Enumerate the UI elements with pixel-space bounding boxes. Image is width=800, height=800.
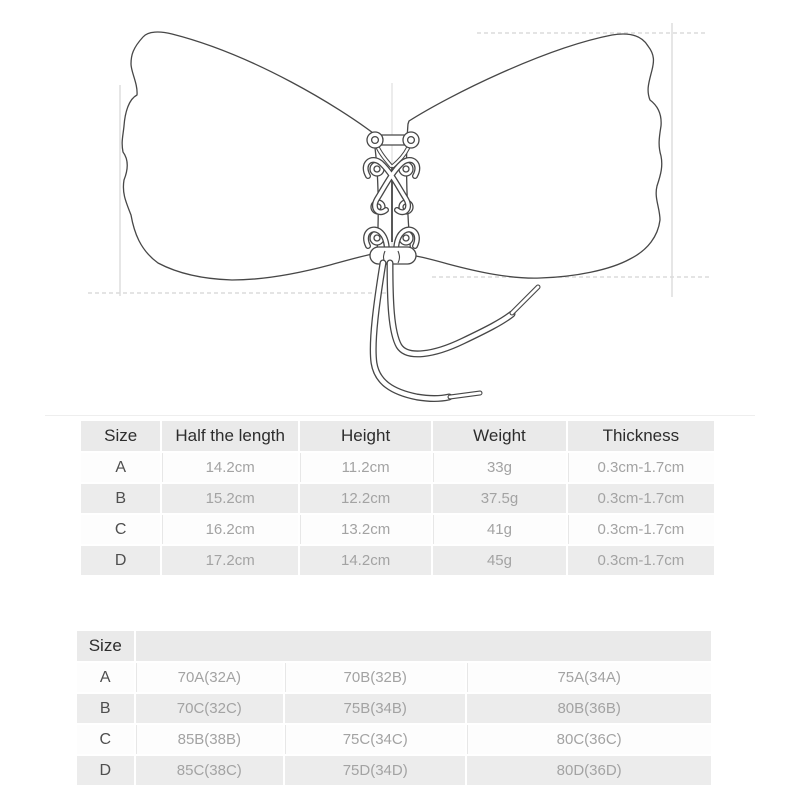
section-divider-line (45, 415, 755, 416)
table-cell: 85B(38B) (135, 725, 284, 754)
table-cell: 75A(34A) (467, 663, 711, 692)
table-cell: 0.3cm-1.7cm (567, 546, 714, 575)
row-label: C (77, 725, 134, 754)
table-cell: 17.2cm (162, 546, 298, 575)
table-row: D 85C(38C) 75D(34D) 80D(36D) (77, 756, 711, 785)
table-row: C 16.2cm 13.2cm 41g 0.3cm-1.7cm (81, 515, 714, 544)
col-header-height: Height (299, 421, 432, 451)
table-cell: 80B(36B) (467, 694, 711, 723)
table-cell: 15.2cm (162, 484, 298, 513)
table-cell: 16.2cm (162, 515, 298, 544)
right-cup-outline (405, 33, 663, 279)
size-spec-header-row: Size Half the length Height Weight Thick… (81, 421, 714, 451)
col-header-empty (135, 631, 711, 661)
table-cell: 0.3cm-1.7cm (567, 453, 714, 482)
table-cell: 0.3cm-1.7cm (567, 484, 714, 513)
size-spec-table: Size Half the length Height Weight Thick… (79, 419, 716, 577)
cross-laces (362, 157, 421, 255)
col-header-weight: Weight (433, 421, 566, 451)
left-cup-outline (121, 31, 379, 281)
front-lacing (362, 131, 541, 402)
table-cell: 75C(34C) (285, 725, 466, 754)
aglet-tips (447, 284, 541, 400)
row-label: A (77, 663, 134, 692)
table-row: B 70C(32C) 75B(34B) 80B(36B) (77, 694, 711, 723)
row-label: C (81, 515, 161, 544)
table-cell: 70B(32B) (285, 663, 466, 692)
drawstrings (369, 259, 541, 402)
table-cell: 75D(34D) (285, 756, 466, 785)
table-row: B 15.2cm 12.2cm 37.5g 0.3cm-1.7cm (81, 484, 714, 513)
table-row: A 70A(32A) 70B(32B) 75A(34A) (77, 663, 711, 692)
table-row: D 17.2cm 14.2cm 45g 0.3cm-1.7cm (81, 546, 714, 575)
row-label: B (77, 694, 134, 723)
table-cell: 41g (433, 515, 566, 544)
table-cell: 0.3cm-1.7cm (567, 515, 714, 544)
col-header-size: Size (81, 421, 161, 451)
table-cell: 45g (433, 546, 566, 575)
table-cell: 80C(36C) (467, 725, 711, 754)
table-row: A 14.2cm 11.2cm 33g 0.3cm-1.7cm (81, 453, 714, 482)
table-cell: 70A(32A) (135, 663, 284, 692)
table-cell: 33g (433, 453, 566, 482)
table-cell: 13.2cm (299, 515, 432, 544)
size-equiv-header-row: Size (77, 631, 711, 661)
table-cell: 37.5g (433, 484, 566, 513)
table-row: C 85B(38B) 75C(34C) 80C(36C) (77, 725, 711, 754)
row-label: D (81, 546, 161, 575)
table-cell: 75B(34B) (285, 694, 466, 723)
row-label: A (81, 453, 161, 482)
table-cell: 85C(38C) (135, 756, 284, 785)
table-cell: 70C(32C) (135, 694, 284, 723)
row-label: B (81, 484, 161, 513)
col-header-size: Size (77, 631, 134, 661)
col-header-thickness: Thickness (567, 421, 714, 451)
table-cell: 11.2cm (299, 453, 432, 482)
col-header-half-length: Half the length (162, 421, 298, 451)
table-cell: 14.2cm (162, 453, 298, 482)
row-label: D (77, 756, 134, 785)
size-equivalents-table: Size A 70A(32A) 70B(32B) 75A(34A) B 70C(… (75, 629, 713, 787)
table-cell: 12.2cm (299, 484, 432, 513)
table-cell: 80D(36D) (467, 756, 711, 785)
bra-line-drawing (88, 23, 712, 402)
table-cell: 14.2cm (299, 546, 432, 575)
